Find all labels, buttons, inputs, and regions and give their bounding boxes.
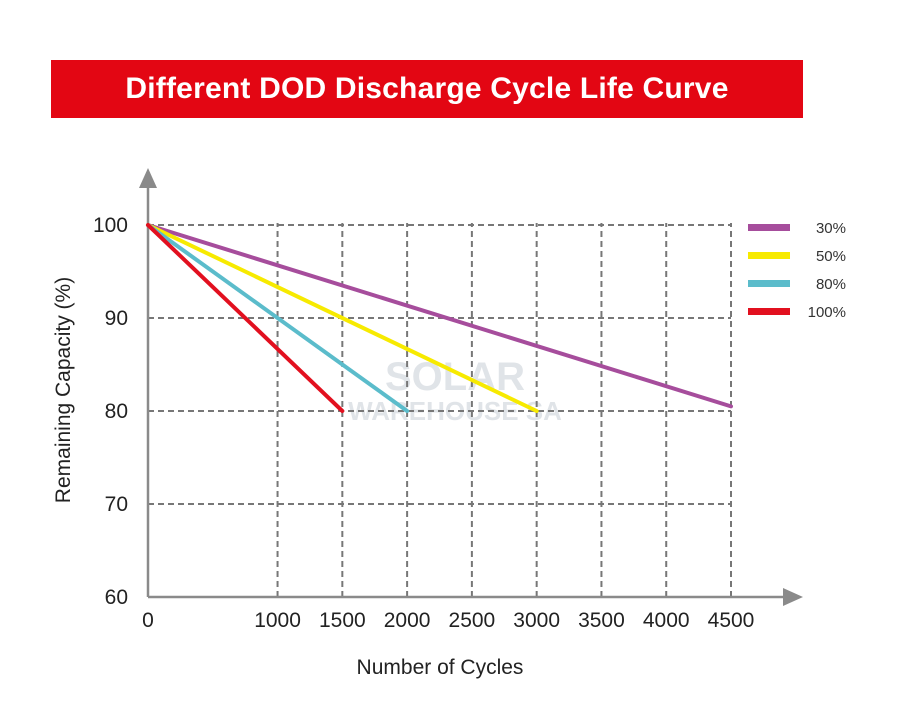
series-line-50pct bbox=[146, 223, 539, 413]
x-tick-label: 3500 bbox=[578, 609, 625, 632]
legend-label: 50% bbox=[816, 248, 846, 265]
y-tick-label: 100 bbox=[93, 214, 128, 237]
series-line-30pct bbox=[146, 223, 733, 409]
legend-label: 100% bbox=[808, 304, 846, 321]
y-tick-label: 80 bbox=[105, 400, 128, 423]
watermark-line1: SOLAR bbox=[385, 355, 525, 399]
y-axis-label: Remaining Capacity (%) bbox=[52, 277, 75, 503]
chart-title: Different DOD Discharge Cycle Life Curve bbox=[125, 72, 729, 105]
x-tick-label: 1500 bbox=[319, 609, 366, 632]
x-tick-label: 2000 bbox=[384, 609, 431, 632]
y-tick-label: 90 bbox=[105, 307, 128, 330]
x-tick-label: 1000 bbox=[254, 609, 301, 632]
legend-swatch bbox=[748, 280, 790, 287]
series-lines bbox=[146, 223, 733, 413]
legend-swatch bbox=[748, 252, 790, 259]
x-tick-label: 0 bbox=[142, 609, 154, 632]
x-tick-label: 3000 bbox=[513, 609, 560, 632]
legend: 30% 50% 80% 100% bbox=[748, 220, 846, 321]
x-tick-label: 4000 bbox=[643, 609, 690, 632]
y-tick-label: 60 bbox=[105, 586, 128, 609]
x-axis-label: Number of Cycles bbox=[357, 656, 524, 679]
chart-title-banner: Different DOD Discharge Cycle Life Curve bbox=[51, 60, 803, 118]
y-axis-arrow bbox=[139, 168, 157, 188]
series-line-80pct bbox=[146, 223, 410, 413]
watermark: SOLAR WAREHOUSE SA bbox=[348, 355, 562, 426]
x-tick-label: 4500 bbox=[708, 609, 755, 632]
series-line-100pct bbox=[146, 223, 345, 413]
x-tick-label: 2500 bbox=[449, 609, 496, 632]
axes bbox=[139, 168, 803, 606]
legend-swatch bbox=[748, 308, 790, 315]
grid bbox=[148, 223, 732, 597]
tick-labels: 0 1000 1500 2000 2500 3000 3500 4000 4500 60 70 80 9… bbox=[93, 214, 754, 632]
legend-label: 80% bbox=[816, 276, 846, 293]
legend-swatch bbox=[748, 224, 790, 231]
x-axis-arrow bbox=[783, 588, 803, 606]
y-tick-label: 70 bbox=[105, 493, 128, 516]
legend-label: 30% bbox=[816, 220, 846, 237]
